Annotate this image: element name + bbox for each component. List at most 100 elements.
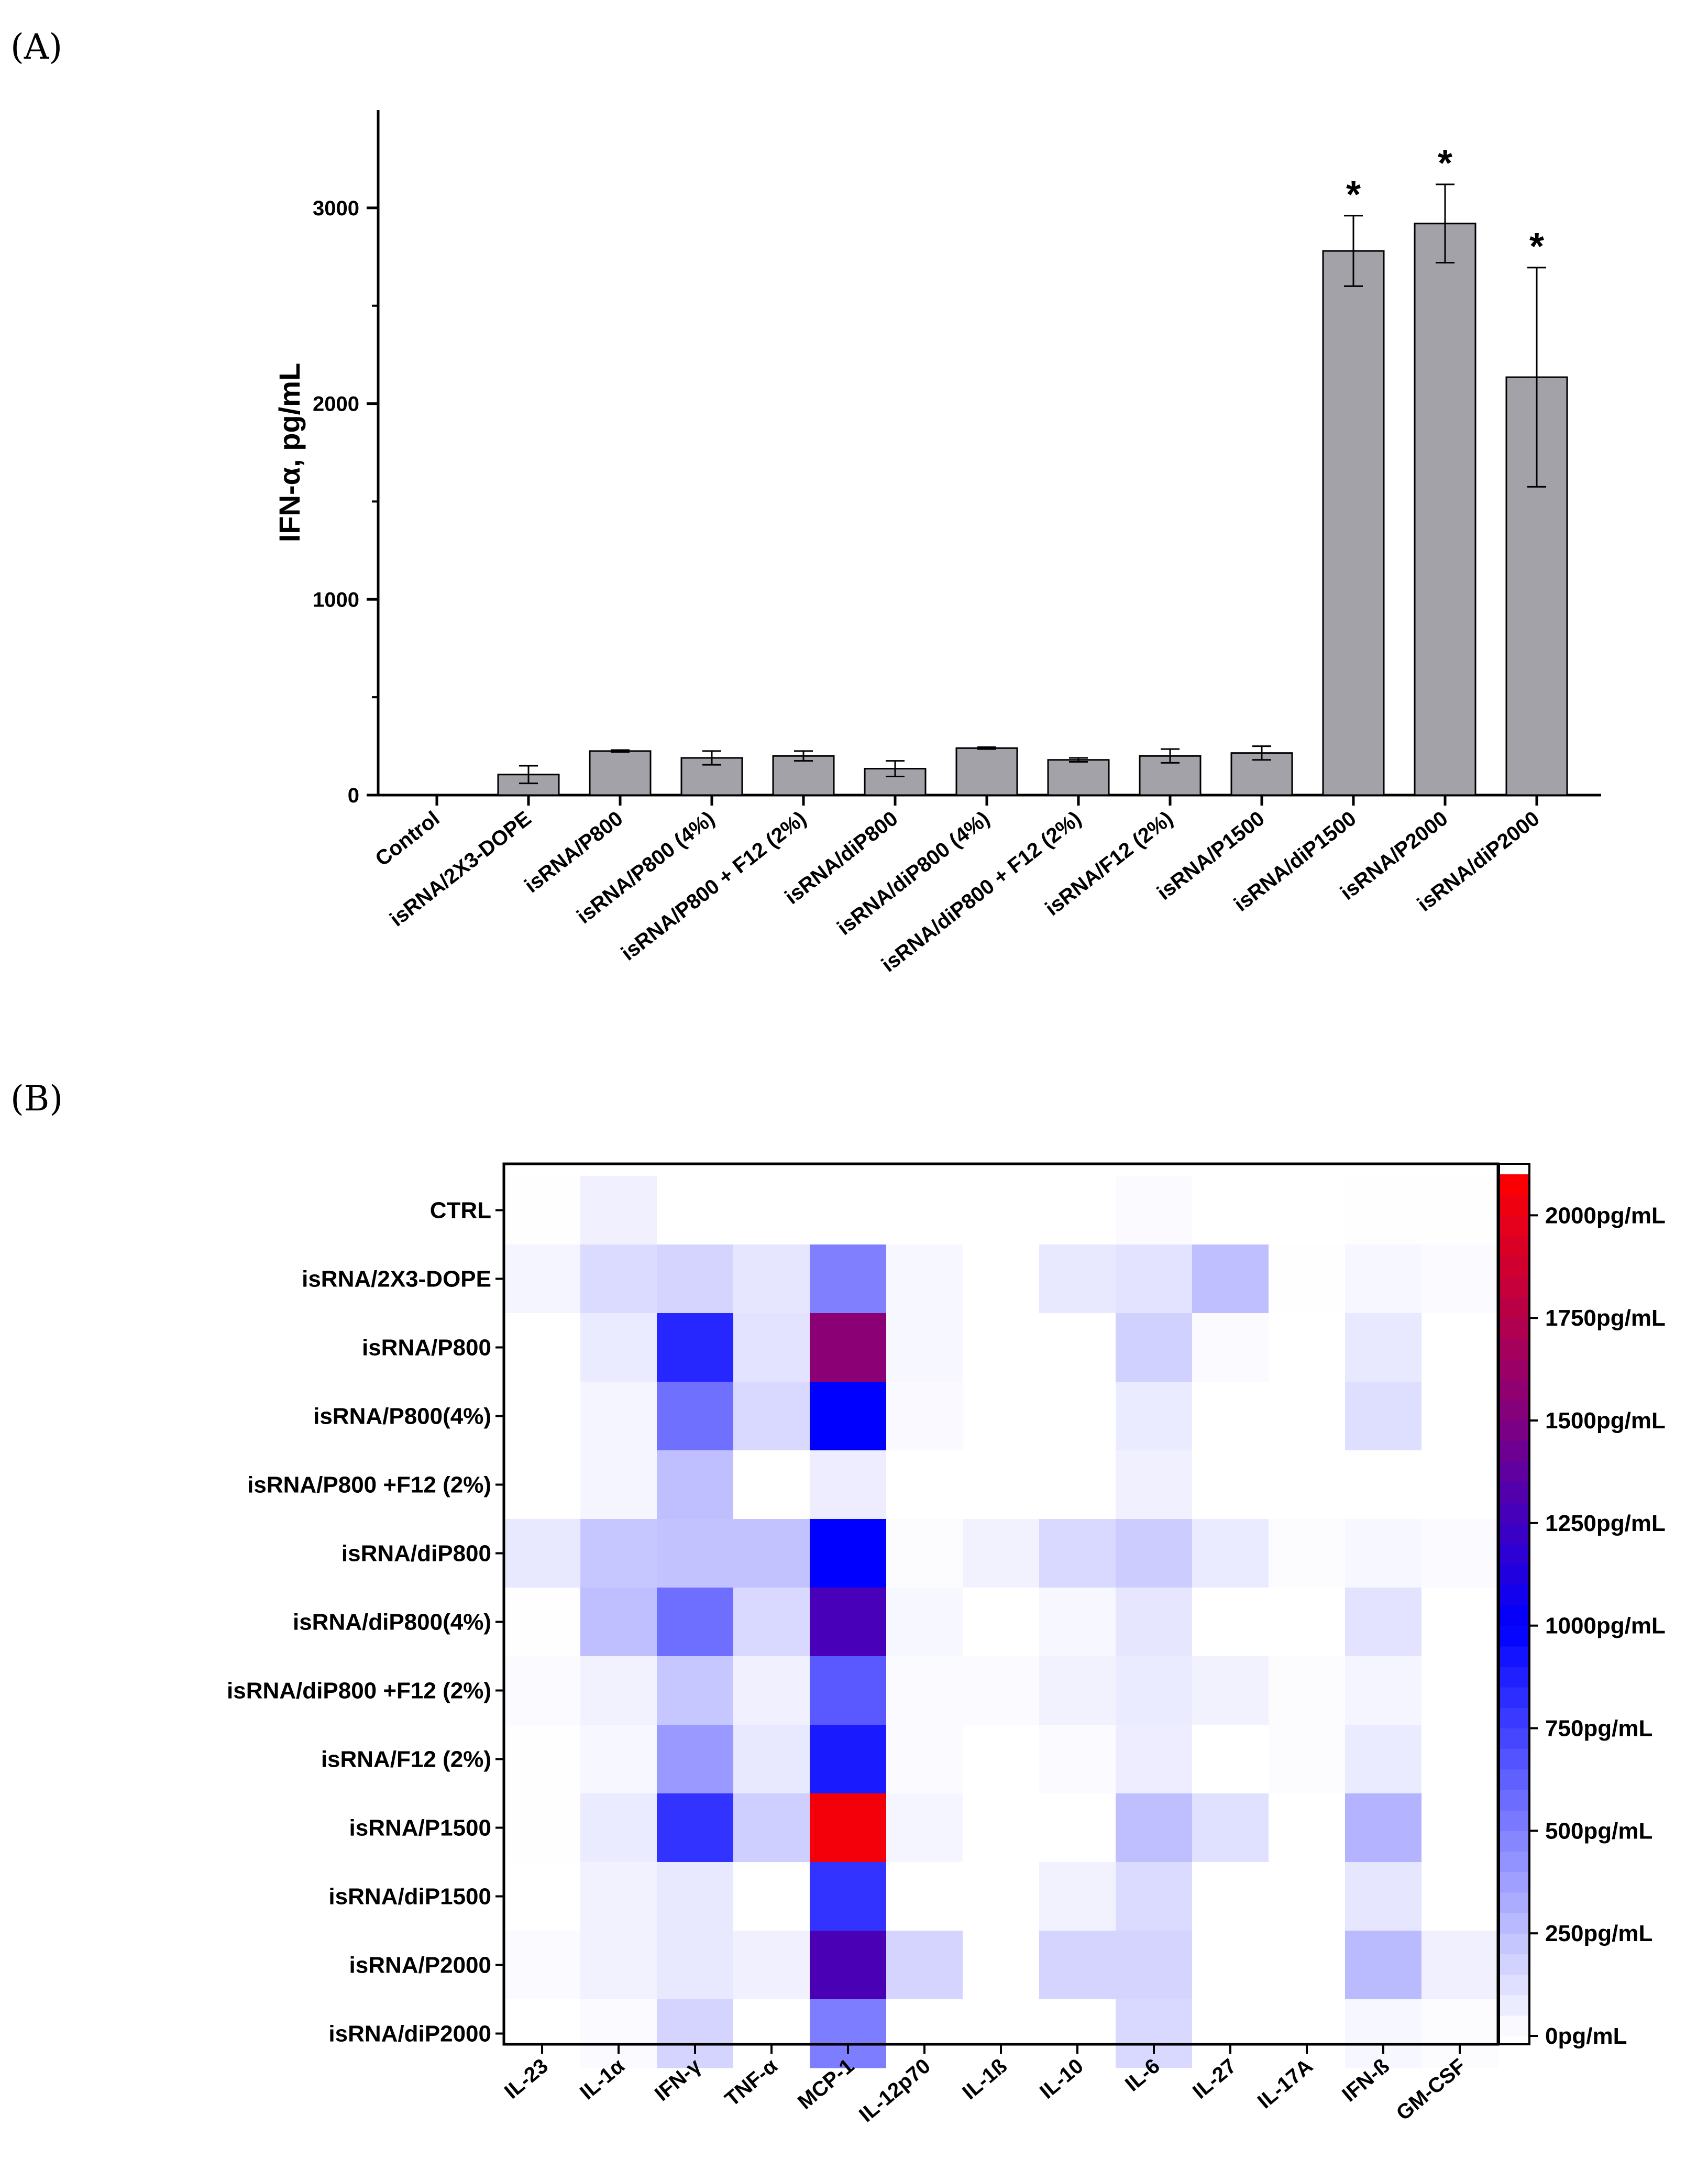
heatmap-cell bbox=[1422, 1588, 1498, 1657]
heatmap-cell bbox=[1269, 1176, 1346, 1245]
y-tick-label: 2000 bbox=[313, 393, 359, 416]
heatmap-cell bbox=[504, 1862, 581, 1931]
heatmap-cell bbox=[963, 1793, 1040, 1863]
heatmap-cell bbox=[1192, 1176, 1269, 1245]
colorbar: 0pg/mL 250pg/mL 500pg/mL 750pg/mL 1000pg/mL 1… bbox=[1498, 1163, 1666, 2049]
heatmap-cell bbox=[1345, 1176, 1422, 1245]
colorbar-segment bbox=[1499, 1544, 1529, 1565]
heatmap-cell bbox=[657, 1313, 734, 1382]
colorbar-segment bbox=[1499, 1810, 1529, 1831]
colorbar-tick-label: 250pg/mL bbox=[1545, 1921, 1652, 1946]
heatmap-cell bbox=[733, 1656, 810, 1725]
row-label: isRNA/P2000 bbox=[349, 1953, 491, 1978]
heatmap-cell bbox=[504, 1931, 581, 2000]
row-label: isRNA/P1500 bbox=[349, 1815, 491, 1841]
heatmap-cell bbox=[1269, 1793, 1346, 1863]
colorbar-segment bbox=[1499, 1790, 1529, 1811]
row-label: isRNA/P800(4%) bbox=[313, 1404, 491, 1429]
heatmap-cell bbox=[733, 1244, 810, 1314]
heatmap-cell bbox=[963, 1244, 1040, 1314]
colorbar-segment bbox=[1499, 1871, 1529, 1893]
y-tick-label: 3000 bbox=[313, 197, 359, 220]
colorbar-segment bbox=[1499, 1297, 1529, 1318]
heatmap-cell bbox=[963, 1176, 1040, 1245]
heatmap-cell bbox=[810, 1656, 887, 1725]
heatmap-cell bbox=[1269, 1931, 1346, 2000]
heatmap-cell bbox=[1192, 1244, 1269, 1314]
colorbar-segment bbox=[1499, 1667, 1529, 1688]
heatmap-cell bbox=[810, 1725, 887, 1794]
heatmap-cell bbox=[963, 1382, 1040, 1451]
heatmap-cell bbox=[1345, 1656, 1422, 1725]
colorbar-segment bbox=[1499, 1995, 1529, 2016]
heatmap-cell bbox=[1039, 1382, 1116, 1451]
colorbar-segment bbox=[1499, 1236, 1529, 1257]
heatmap-cell bbox=[1116, 1793, 1193, 1863]
heatmap-cell bbox=[1039, 1519, 1116, 1588]
heatmap-cell bbox=[1345, 1244, 1422, 1314]
heatmap-cell bbox=[1116, 1862, 1193, 1931]
heatmap-cell bbox=[886, 1519, 963, 1588]
heatmap-cell bbox=[1116, 1519, 1193, 1588]
heatmap-cell bbox=[963, 1450, 1040, 1519]
heatmap-cell bbox=[1422, 1450, 1498, 1519]
heatmap-cell bbox=[733, 1999, 810, 2068]
heatmap-cell bbox=[1039, 1244, 1116, 1314]
heatmap-cell bbox=[733, 1176, 810, 1245]
panel-a-bar-chart: (A) IFN-α, pg/mL 0 1000 2000 3000 * * * Contr… bbox=[10, 27, 1601, 977]
heatmap-cell bbox=[810, 1862, 887, 1931]
colorbar-segment bbox=[1499, 2015, 1529, 2036]
heatmap-cell bbox=[1345, 1862, 1422, 1931]
heatmap-cell bbox=[1116, 1244, 1193, 1314]
heatmap-cell bbox=[886, 1725, 963, 1794]
heatmap-cell bbox=[1116, 1313, 1193, 1382]
heatmap-cell bbox=[1192, 1588, 1269, 1657]
bar bbox=[1322, 250, 1385, 796]
heatmap-cell bbox=[1269, 1588, 1346, 1657]
heatmap-cell bbox=[657, 1656, 734, 1725]
colorbar-segment bbox=[1499, 1605, 1529, 1626]
heatmap-cell bbox=[1345, 1450, 1422, 1519]
heatmap-cell bbox=[1192, 1656, 1269, 1725]
heatmap-cell bbox=[1039, 1588, 1116, 1657]
heatmap-cell bbox=[504, 1244, 581, 1314]
heatmap-cell bbox=[580, 1313, 657, 1382]
heatmap-cell bbox=[886, 1382, 963, 1451]
heatmap-cell bbox=[963, 1862, 1040, 1931]
colorbar-segment bbox=[1499, 1400, 1529, 1421]
heatmap-cell bbox=[657, 1588, 734, 1657]
heatmap-cell bbox=[1039, 1450, 1116, 1519]
heatmap-cell bbox=[1345, 1588, 1422, 1657]
heatmap-cell bbox=[504, 1999, 581, 2068]
significance-star: * bbox=[1346, 174, 1361, 216]
heatmap-cell bbox=[1269, 1313, 1346, 1382]
heatmap-cell bbox=[1422, 1313, 1498, 1382]
colorbar-segment bbox=[1499, 1441, 1529, 1462]
row-label: isRNA/2X3-DOPE bbox=[302, 1266, 491, 1292]
heatmap-cell bbox=[1345, 1519, 1422, 1588]
heatmap-cell bbox=[1269, 1725, 1346, 1794]
heatmap-cell bbox=[1269, 1382, 1346, 1451]
y-axis-ticks: 0 1000 2000 3000 bbox=[313, 197, 378, 807]
heatmap-cell bbox=[1422, 1176, 1498, 1245]
heatmap-cell bbox=[733, 1313, 810, 1382]
colorbar-segment bbox=[1499, 1215, 1529, 1236]
panel-b-heatmap: (B) CTRL isRNA/2X3-DOPE isRNA/P800 isRNA/P8… bbox=[10, 1078, 1666, 2127]
heatmap-cell bbox=[810, 1519, 887, 1588]
heatmap-cell bbox=[580, 1519, 657, 1588]
row-label: isRNA/P800 bbox=[362, 1335, 491, 1361]
colorbar-tick-label: 1250pg/mL bbox=[1545, 1511, 1666, 1536]
y-axis-title: IFN-α, pg/mL bbox=[273, 363, 306, 542]
heatmap-cell bbox=[1116, 1999, 1193, 2068]
heatmap-cell bbox=[1039, 1931, 1116, 2000]
heatmap-cell bbox=[810, 1999, 887, 2068]
heatmap-cell bbox=[1422, 1931, 1498, 2000]
heatmap-cell bbox=[963, 1313, 1040, 1382]
colorbar-tick-label: 1750pg/mL bbox=[1545, 1305, 1666, 1331]
heatmap-cell bbox=[657, 1244, 734, 1314]
heatmap-cell bbox=[1039, 1999, 1116, 2068]
colorbar-tick-label: 500pg/mL bbox=[1545, 1818, 1652, 1844]
heatmap-cell bbox=[733, 1793, 810, 1863]
colorbar-segment bbox=[1499, 1954, 1529, 1975]
row-label: isRNA/diP1500 bbox=[328, 1884, 491, 1910]
